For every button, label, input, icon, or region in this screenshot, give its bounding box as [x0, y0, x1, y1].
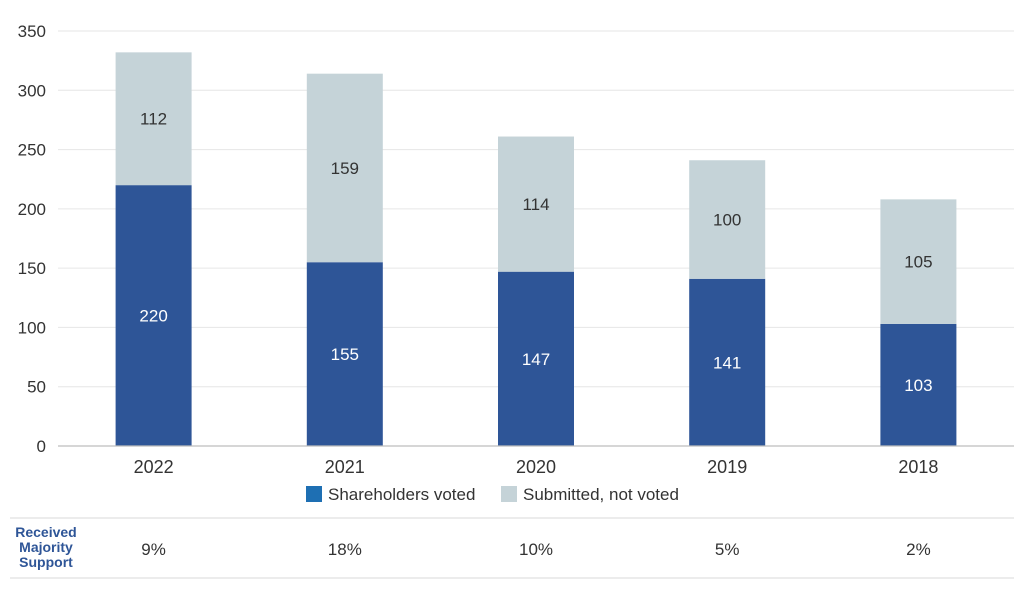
- majority-support-value: 9%: [141, 540, 166, 559]
- y-tick-label: 200: [18, 200, 46, 219]
- bar-value-label: 114: [522, 195, 549, 214]
- x-tick-label: 2021: [325, 457, 365, 477]
- bar-segment: [880, 323, 957, 446]
- bar-segment: [115, 52, 192, 186]
- majority-support-value: 18%: [328, 540, 362, 559]
- legend-label: Shareholders voted: [328, 485, 475, 504]
- bar-value-label: 147: [522, 350, 550, 369]
- bar-value-label: 112: [140, 110, 167, 129]
- y-tick-label: 150: [18, 259, 46, 278]
- majority-support-value: 2%: [906, 540, 931, 559]
- bar-segment: [498, 271, 574, 446]
- bar-value-label: 159: [331, 159, 359, 178]
- bar-value-label: 105: [904, 253, 932, 272]
- majority-support-value: 5%: [715, 540, 740, 559]
- bar-value-label: 220: [139, 307, 167, 326]
- x-tick-label: 2022: [134, 457, 174, 477]
- bars: 220 112 155 159 147 114 141 100 103 105: [115, 52, 957, 446]
- y-tick-label: 100: [18, 318, 46, 337]
- y-tick-label: 300: [18, 81, 46, 100]
- x-tick-label: 2019: [707, 457, 747, 477]
- y-axis-ticks: 0 50 100 150 200 250 300 350: [18, 22, 46, 456]
- legend-swatch: [501, 486, 517, 502]
- x-tick-label: 2018: [898, 457, 938, 477]
- bar-value-label: 155: [331, 345, 359, 364]
- bar-segment: [689, 160, 766, 279]
- y-tick-label: 50: [27, 378, 46, 397]
- majority-support-value: 10%: [519, 540, 553, 559]
- majority-support-row: Received Majority Support 9% 18% 10% 5% 2%: [15, 524, 930, 570]
- bar-value-label: 141: [713, 353, 741, 372]
- y-tick-label: 250: [18, 141, 46, 160]
- bar-segment: [115, 185, 192, 446]
- bar-segment: [306, 262, 383, 446]
- bar-value-label: 100: [713, 211, 741, 230]
- bar-segment: [306, 73, 383, 263]
- bar-segment: [689, 278, 766, 446]
- majority-support-label: Received Majority Support: [15, 524, 76, 570]
- y-tick-label: 350: [18, 22, 46, 41]
- bar-segment: [498, 136, 574, 272]
- legend-swatch: [306, 486, 322, 502]
- legend-label: Submitted, not voted: [523, 485, 679, 504]
- x-axis-ticks: 2022 2021 2020 2019 2018: [134, 457, 939, 477]
- x-tick-label: 2020: [516, 457, 556, 477]
- bar-segment: [880, 199, 957, 324]
- y-tick-label: 0: [37, 437, 46, 456]
- bar-value-label: 103: [904, 376, 932, 395]
- legend: Shareholders voted Submitted, not voted: [306, 485, 679, 504]
